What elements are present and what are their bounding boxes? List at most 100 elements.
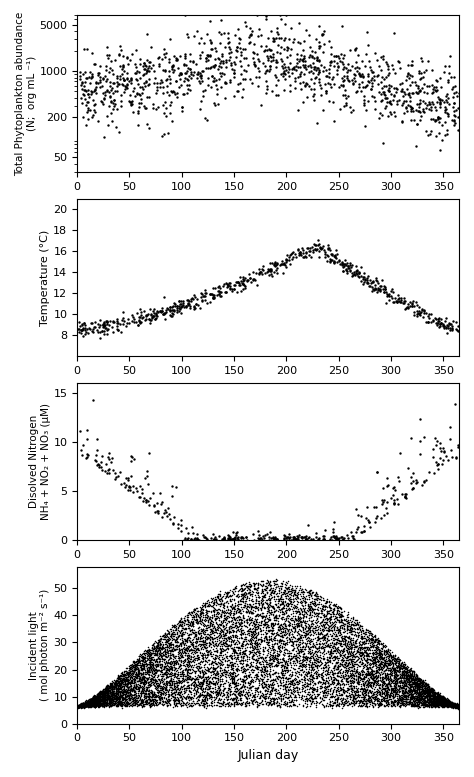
Point: [419, 699, 427, 711]
Point: [379, 671, 386, 683]
Point: [162, 665, 170, 678]
Point: [83, 697, 91, 709]
Point: [265, 592, 273, 605]
Point: [267, 657, 274, 670]
Point: [151, 645, 158, 657]
Point: [268, 677, 276, 689]
Point: [153, 681, 161, 694]
Point: [393, 675, 401, 688]
Point: [271, 595, 279, 608]
Point: [408, 689, 416, 702]
Point: [82, 699, 89, 711]
Point: [266, 678, 274, 690]
Point: [116, 673, 123, 685]
Point: [77, 700, 84, 713]
Point: [176, 618, 184, 630]
Point: [319, 668, 326, 681]
Point: [278, 642, 285, 654]
Point: [198, 598, 206, 611]
Point: [124, 674, 132, 686]
Point: [442, 695, 450, 707]
Point: [323, 607, 330, 619]
Point: [319, 103, 327, 116]
Point: [172, 619, 179, 632]
Point: [415, 301, 422, 313]
Point: [317, 652, 325, 664]
Point: [75, 699, 82, 712]
Point: [301, 597, 309, 609]
Point: [174, 692, 182, 704]
Point: [121, 678, 128, 691]
Point: [364, 640, 371, 653]
Point: [231, 636, 238, 649]
Point: [95, 699, 102, 712]
Point: [403, 693, 411, 706]
Point: [246, 688, 254, 701]
Point: [360, 678, 368, 690]
Point: [337, 602, 345, 615]
Point: [316, 40, 324, 52]
Point: [401, 688, 409, 701]
Point: [393, 655, 401, 667]
Point: [398, 679, 406, 692]
Point: [140, 681, 147, 694]
Point: [217, 662, 225, 674]
Point: [202, 645, 210, 657]
Point: [348, 665, 356, 678]
Point: [334, 677, 342, 689]
Point: [284, 688, 292, 700]
Point: [278, 633, 286, 646]
Point: [271, 68, 279, 81]
Point: [251, 625, 258, 637]
Point: [151, 674, 158, 687]
Point: [266, 654, 273, 667]
Point: [418, 677, 426, 689]
Point: [186, 681, 193, 694]
Point: [198, 294, 206, 307]
Point: [151, 673, 158, 685]
Point: [310, 692, 318, 704]
Point: [283, 604, 291, 616]
Point: [278, 659, 286, 671]
Point: [382, 659, 389, 671]
Point: [350, 663, 358, 675]
Point: [201, 599, 209, 611]
Point: [157, 632, 164, 644]
Point: [220, 632, 228, 644]
Point: [151, 686, 158, 699]
Point: [171, 677, 178, 689]
Point: [262, 617, 269, 629]
Point: [273, 588, 280, 601]
Point: [316, 637, 323, 650]
Point: [239, 685, 247, 697]
Point: [104, 110, 111, 122]
Point: [418, 674, 425, 686]
Point: [378, 498, 386, 510]
Point: [348, 655, 356, 667]
Point: [97, 76, 104, 89]
Point: [267, 630, 275, 643]
Point: [393, 685, 401, 698]
Point: [149, 639, 156, 651]
Point: [307, 72, 314, 85]
Point: [423, 680, 430, 692]
Point: [224, 32, 231, 44]
Point: [150, 677, 158, 689]
Point: [202, 287, 210, 299]
Point: [202, 671, 210, 683]
Point: [382, 653, 390, 666]
Point: [450, 699, 457, 711]
Point: [146, 662, 153, 674]
Point: [253, 618, 260, 630]
Point: [249, 627, 257, 639]
Point: [248, 622, 255, 635]
Point: [313, 594, 320, 607]
Point: [131, 659, 138, 671]
Point: [328, 629, 336, 642]
Point: [103, 686, 110, 699]
Point: [451, 698, 458, 710]
Point: [299, 651, 307, 664]
Point: [160, 507, 167, 519]
Point: [120, 667, 128, 680]
Point: [237, 584, 245, 597]
